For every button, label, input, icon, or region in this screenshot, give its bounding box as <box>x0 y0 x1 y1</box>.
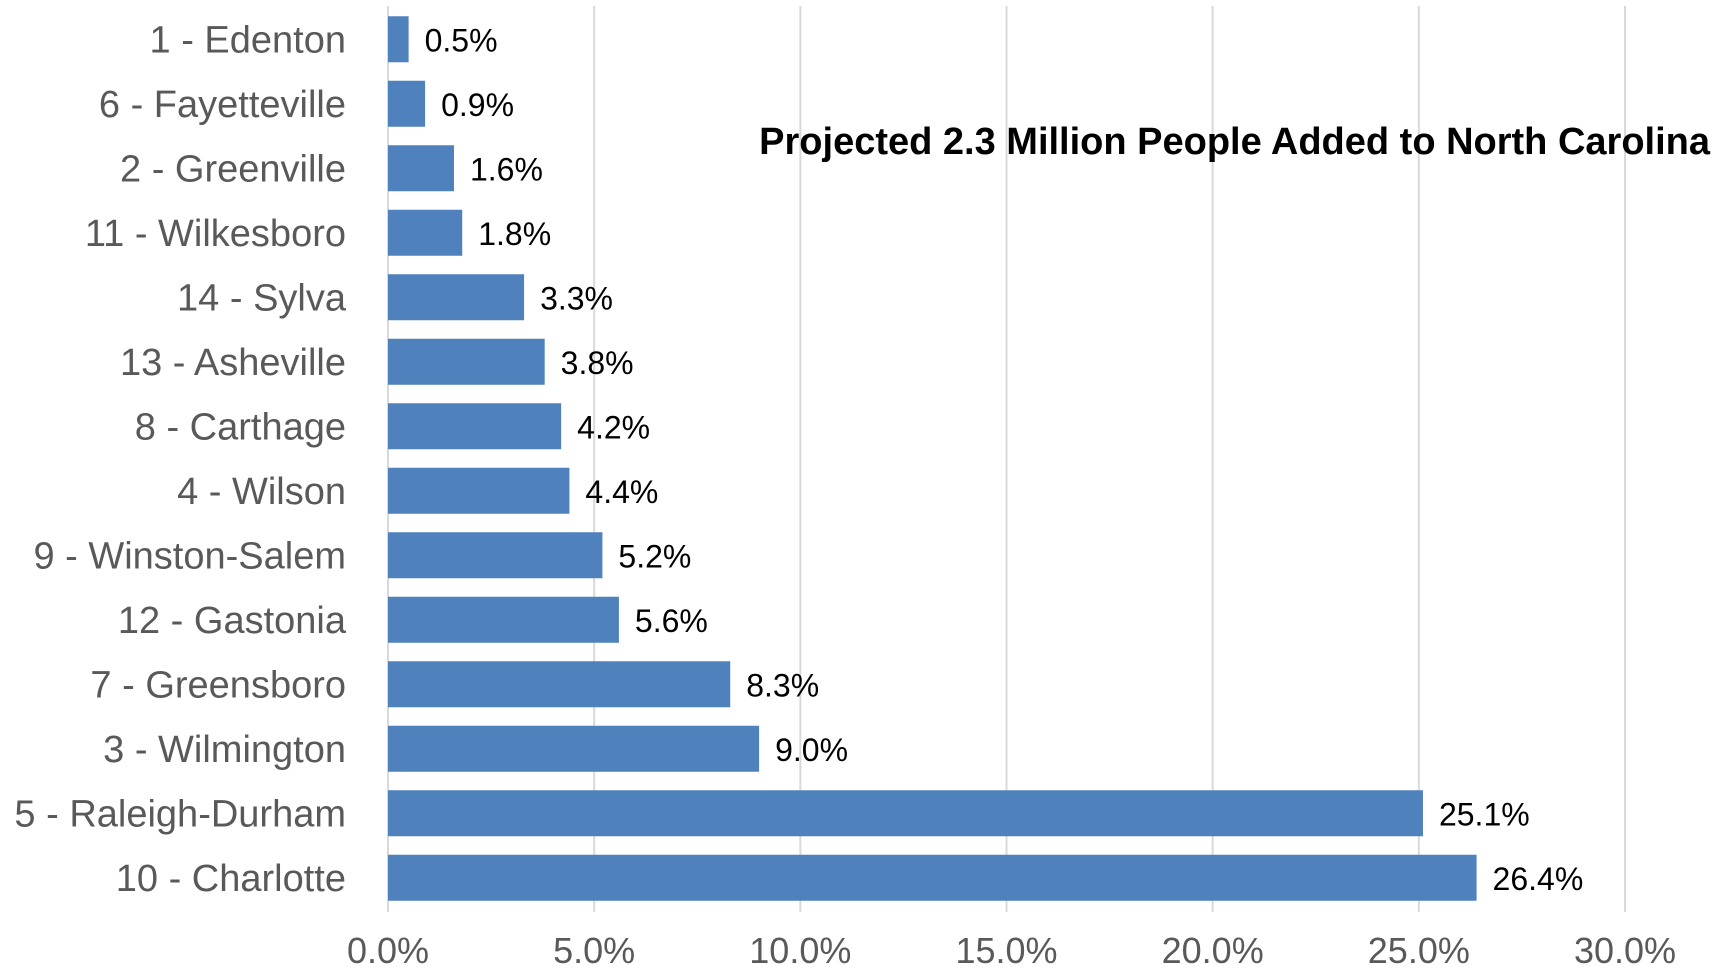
x-tick-label: 20.0% <box>1162 930 1264 971</box>
x-axis-tick-labels: 0.0% 5.0% 10.0% 15.0% 20.0% 25.0% 30.0% <box>347 930 1676 971</box>
gridlines <box>387 6 1626 912</box>
data-labels: 0.5% 0.9% 1.6% 1.8% 3.3% 3.8% 4.2% 4.4% 5.2% 5.6%… <box>425 22 1584 897</box>
bar <box>388 16 409 63</box>
x-tick-label: 5.0% <box>553 930 635 971</box>
bar <box>388 854 1477 901</box>
category-label: 8 - Carthage <box>135 406 346 448</box>
category-label: 9 - Winston-Salem <box>33 535 346 577</box>
category-label: 4 - Wilson <box>177 471 346 513</box>
data-label: 4.2% <box>577 409 650 445</box>
bar <box>388 80 426 127</box>
bar <box>388 596 619 643</box>
bar <box>388 467 570 514</box>
data-label: 1.8% <box>478 216 551 252</box>
x-tick-label: 10.0% <box>749 930 851 971</box>
data-label: 8.3% <box>746 667 819 703</box>
category-labels: 1 - Edenton 6 - Fayetteville 2 - Greenvill… <box>14 19 346 900</box>
bar <box>388 274 525 321</box>
x-tick-label: 15.0% <box>955 930 1057 971</box>
x-tick-label: 0.0% <box>347 930 429 971</box>
data-label: 0.5% <box>425 22 498 58</box>
data-label: 5.2% <box>618 538 691 574</box>
category-label: 12 - Gastonia <box>118 600 347 642</box>
category-label: 13 - Asheville <box>120 342 346 384</box>
bars <box>388 16 1477 901</box>
data-label: 9.0% <box>775 732 848 768</box>
data-label: 4.4% <box>585 474 658 510</box>
x-tick-label: 30.0% <box>1574 930 1676 971</box>
category-label: 5 - Raleigh-Durham <box>14 793 346 835</box>
category-label: 2 - Greenville <box>120 148 346 190</box>
bar <box>388 209 463 256</box>
category-label: 10 - Charlotte <box>116 858 346 900</box>
category-label: 11 - Wilkesboro <box>85 213 346 255</box>
bar <box>388 725 760 772</box>
bar <box>388 532 603 579</box>
bar <box>388 145 454 192</box>
data-label: 1.6% <box>470 151 543 187</box>
data-label: 25.1% <box>1439 796 1530 832</box>
category-label: 3 - Wilmington <box>103 729 346 771</box>
category-label: 14 - Sylva <box>177 277 347 319</box>
bar <box>388 338 545 385</box>
data-label: 26.4% <box>1493 861 1584 897</box>
bar <box>388 790 1423 837</box>
data-label: 3.3% <box>540 280 613 316</box>
x-tick-label: 25.0% <box>1368 930 1470 971</box>
category-label: 1 - Edenton <box>150 19 346 61</box>
bar <box>388 403 562 450</box>
data-label: 0.9% <box>441 87 514 123</box>
category-label: 6 - Fayetteville <box>99 84 346 126</box>
data-label: 5.6% <box>635 603 708 639</box>
chart-title: Projected 2.3 Million People Added to No… <box>759 121 1711 163</box>
data-label: 3.8% <box>561 345 634 381</box>
category-label: 7 - Greensboro <box>90 664 346 706</box>
bar <box>388 661 731 708</box>
